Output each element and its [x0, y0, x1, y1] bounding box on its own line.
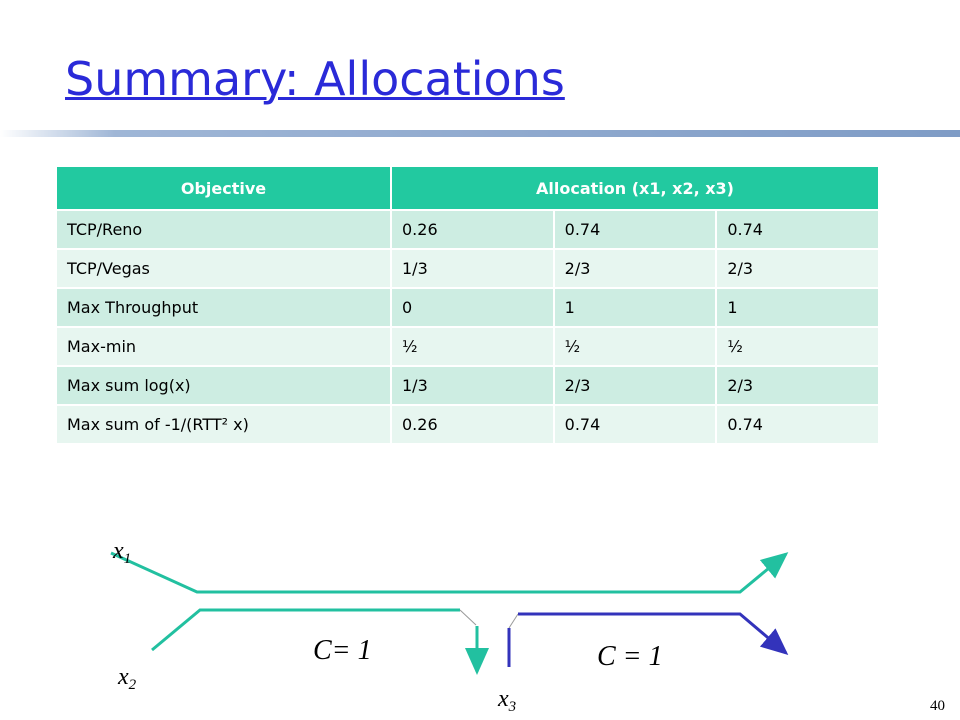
- flow-label-sub: 3: [508, 699, 517, 715]
- table-cell: 1/3: [391, 365, 555, 405]
- flow-label-sub: 1: [124, 551, 132, 567]
- table-cell: TCP/Reno: [57, 209, 392, 249]
- table-cell: 2/3: [716, 248, 880, 288]
- capacity-label: C = 1: [597, 641, 663, 672]
- table-cell: ½: [553, 326, 718, 366]
- table-cell: ½: [716, 326, 880, 366]
- table-cell: 1/3: [391, 248, 555, 288]
- table-cell: Max sum log(x): [57, 365, 392, 405]
- table-cell: 1: [716, 287, 880, 327]
- table-cell: 0.74: [716, 404, 880, 443]
- flow-label-base: x: [497, 686, 509, 712]
- table-row: Max sum log(x) 1/3 2/3 2/3: [57, 365, 880, 405]
- table-cell: 0.74: [553, 209, 718, 249]
- table-cell: 0: [391, 287, 555, 327]
- table-cell: Max sum of -1/(RTT² x): [57, 404, 392, 443]
- table-cell: Max Throughput: [57, 287, 392, 327]
- flow-2-path: [151, 608, 460, 652]
- table-cell: Max-min: [57, 326, 392, 366]
- table-cell: 0.26: [391, 209, 555, 249]
- table-row: TCP/Vegas 1/3 2/3 2/3: [57, 248, 880, 288]
- table-row: Max sum of -1/(RTT² x) 0.26 0.74 0.74: [57, 404, 880, 443]
- flow-3-path: [518, 612, 789, 655]
- flow-label: x2: [117, 664, 137, 693]
- table-row: Max-min ½ ½ ½: [57, 326, 880, 366]
- table-cell: TCP/Vegas: [57, 248, 392, 288]
- table-cell: 0.74: [553, 404, 718, 443]
- table-row: Max Throughput 0 1 1: [57, 287, 880, 327]
- table-cell: 2/3: [716, 365, 880, 405]
- slide-title: Summary: Allocations: [65, 52, 565, 106]
- connector: [459, 609, 477, 626]
- capacity-label: C= 1: [313, 635, 372, 666]
- allocation-table: Objective Allocation (x1, x2, x3) TCP/Re…: [57, 167, 880, 443]
- connector: [508, 613, 519, 629]
- page-number: 40: [930, 698, 945, 714]
- header-cell: Allocation (x1, x2, x3): [391, 167, 880, 210]
- header-cell: Objective: [57, 167, 392, 210]
- flow-label-base: x: [112, 538, 124, 564]
- flow-label-base: x: [117, 664, 129, 690]
- table-cell: 2/3: [553, 365, 718, 405]
- table-row: TCP/Reno 0.26 0.74 0.74: [57, 209, 880, 249]
- table-cell: 1: [553, 287, 718, 327]
- table-cell: ½: [391, 326, 555, 366]
- table-cell: 0.26: [391, 404, 555, 443]
- title-rule: [0, 130, 960, 137]
- flow-label: x3: [497, 686, 516, 715]
- table-cell: 0.74: [716, 209, 880, 249]
- table-cell: 2/3: [553, 248, 718, 288]
- header-row: Objective Allocation (x1, x2, x3): [57, 167, 880, 210]
- flow-1-path: [110, 551, 789, 594]
- flow-label: x1: [112, 538, 131, 567]
- flow-label-sub: 2: [129, 677, 137, 693]
